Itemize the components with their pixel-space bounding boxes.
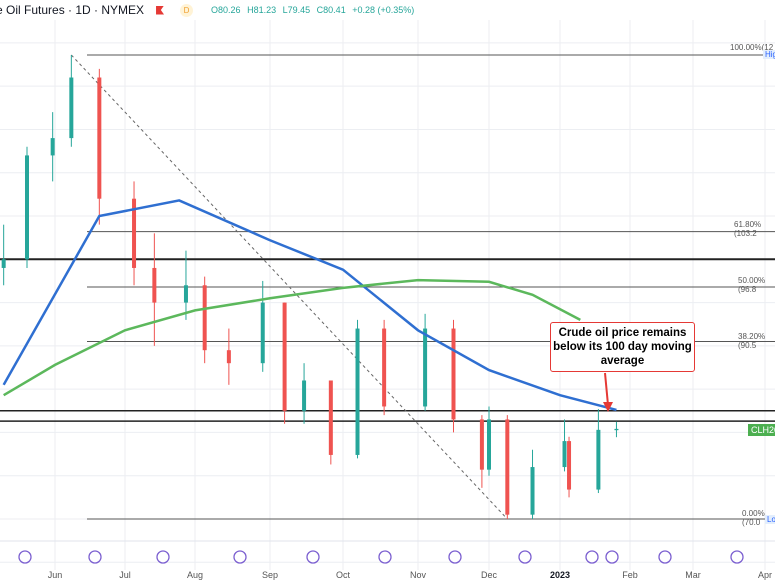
candle-body <box>479 419 484 470</box>
candle-body <box>562 441 567 468</box>
ohlc-values: O80.26 H81.23 L79.45 C80.41 +0.28 (+0.35… <box>207 5 414 15</box>
fib-50-label: 50.00%(96.8 <box>738 276 766 294</box>
close-value: C80.41 <box>316 5 346 15</box>
candle-body <box>260 302 265 364</box>
event-marker-icon <box>156 550 170 564</box>
high-label: Hig <box>763 50 775 59</box>
high-value: H81.23 <box>247 5 277 15</box>
candle-body <box>567 441 572 490</box>
callout-arrow <box>604 372 609 406</box>
candle-body <box>202 285 207 351</box>
candle-body <box>50 138 55 156</box>
candle-body <box>97 77 102 199</box>
event-marker-icon <box>730 550 744 564</box>
annotation-callout[interactable]: Crude oil price remains below its 100 da… <box>550 322 695 372</box>
x-tick-label: Nov <box>410 570 427 580</box>
candle-body <box>69 77 74 139</box>
candle-body <box>132 198 137 268</box>
candle-body <box>614 428 619 431</box>
candle-body <box>302 380 307 411</box>
x-tick-label: 2023 <box>550 570 570 580</box>
x-tick-label: Mar <box>685 570 701 580</box>
event-marker-icon <box>378 550 392 564</box>
x-tick-label: Jul <box>119 570 131 580</box>
x-tick-label: Aug <box>187 570 203 580</box>
candle-body <box>25 155 29 260</box>
chart-header: e Oil Futures · 1D · NYMEX D O80.26 H81.… <box>0 0 414 20</box>
fib-0-label: 0.00%(70.0 <box>742 509 765 527</box>
event-marker-icon <box>448 550 462 564</box>
candle-body <box>282 302 287 411</box>
x-tick-label: Oct <box>336 570 351 580</box>
event-marker-icon <box>585 550 599 564</box>
ma100-line <box>2 199 617 412</box>
x-tick-label: Dec <box>481 570 498 580</box>
event-marker-icon <box>233 550 247 564</box>
symbol-title[interactable]: e Oil Futures · 1D · NYMEX <box>0 3 145 17</box>
candle-body <box>355 328 360 455</box>
flag-icon[interactable] <box>156 5 165 15</box>
earnings-marker-icon <box>605 550 619 564</box>
event-marker-icon <box>18 550 32 564</box>
change-value: +0.28 (+0.35%) <box>352 5 415 15</box>
fib-100-label: 100.00%(12 <box>730 43 774 52</box>
arrow-head-icon <box>603 402 613 412</box>
candle-body <box>152 267 157 303</box>
candle-body <box>382 328 387 407</box>
x-tick-label: Feb <box>622 570 638 580</box>
interval-badge: D <box>180 3 194 17</box>
low-value: L79.45 <box>282 5 311 15</box>
price-tag: CLH202 <box>748 424 775 436</box>
candle-body <box>226 350 231 364</box>
trendline <box>70 54 508 520</box>
event-marker-icon <box>518 550 532 564</box>
candle-body <box>451 328 456 420</box>
candle-body <box>530 467 535 515</box>
candle-body <box>596 429 601 490</box>
fib-382-label: 38.20%(90.5 <box>738 332 766 350</box>
candle-body <box>183 285 188 303</box>
event-marker-icon <box>306 550 320 564</box>
open-value: O80.26 <box>211 5 241 15</box>
candle-body <box>487 419 491 470</box>
candle-body <box>505 419 510 515</box>
candle-body <box>328 380 333 455</box>
candle-body <box>1 259 6 268</box>
x-tick-label: Sep <box>262 570 278 580</box>
event-marker-icon <box>88 550 102 564</box>
fib-618-label: 61.80%(103.2 <box>734 220 762 238</box>
candle-body <box>423 328 428 407</box>
ma200-line <box>3 278 581 397</box>
low-label: Lo <box>765 515 775 524</box>
x-tick-label: Jun <box>48 570 63 580</box>
event-marker-icon <box>658 550 672 564</box>
x-tick-label: Apr <box>758 570 772 580</box>
